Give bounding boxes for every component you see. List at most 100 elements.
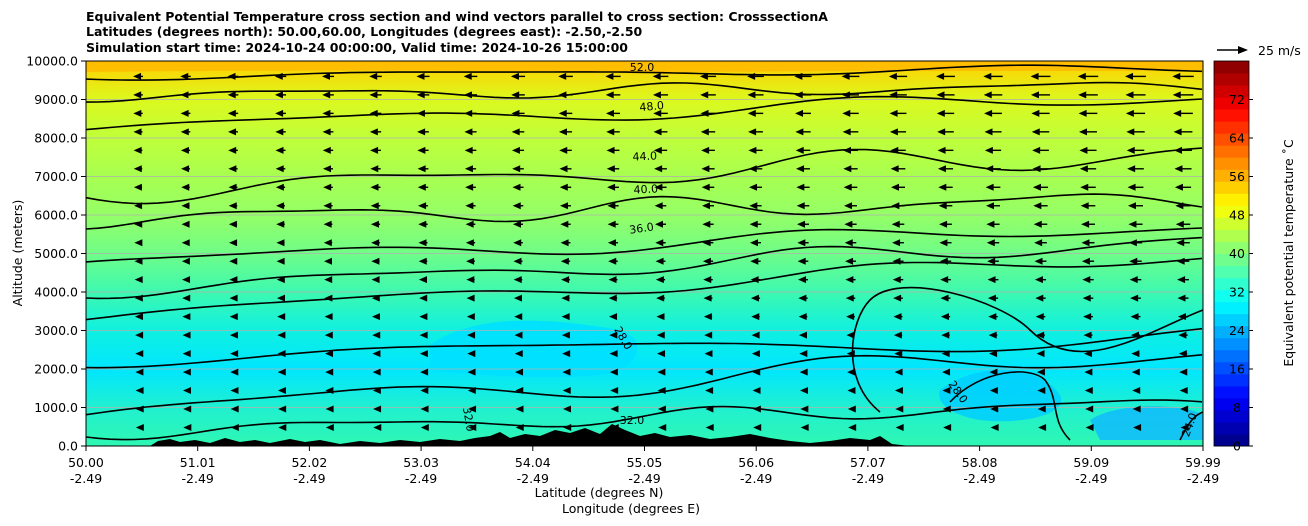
wind-vector-head	[560, 202, 569, 210]
wind-vector-head	[370, 146, 379, 154]
contour-label: 56.0	[1202, 54, 1227, 67]
colorbar-segment	[1214, 97, 1249, 110]
wind-vector-head	[417, 128, 426, 136]
wind-vector-head	[322, 109, 331, 117]
wind-vector-head	[229, 294, 238, 302]
wind-vector-head	[1175, 202, 1184, 210]
wind-vector-head	[369, 91, 378, 99]
wind-vector-head	[844, 202, 853, 210]
wind-vector-head	[133, 91, 142, 99]
colorbar-segment	[1214, 301, 1249, 315]
colorbar-segment	[1214, 433, 1249, 447]
y-tick-label: 6000.0	[34, 208, 78, 223]
wind-vector-head	[464, 109, 473, 117]
wind-vector-head	[1180, 405, 1189, 413]
contour-line	[86, 95, 1203, 131]
wind-vector-head	[1128, 220, 1137, 228]
wind-vector-head	[655, 239, 664, 247]
wind-vector-head	[1180, 424, 1189, 432]
wind-vector-head	[277, 350, 286, 358]
wind-vector-head	[323, 220, 332, 228]
wind-vector-head	[133, 72, 142, 80]
x-axis-label-latitude: Latitude (degrees N)	[535, 485, 664, 500]
wind-vector-head	[274, 91, 283, 99]
wind-vector-head	[847, 405, 856, 413]
wind-vector-head	[181, 183, 190, 191]
y-tick-label: 7000.0	[34, 169, 78, 184]
wind-vector-head	[657, 368, 666, 376]
wind-vector-head	[794, 72, 803, 80]
x-tick-label-lon: -2.49	[182, 471, 214, 486]
colorbar-segment	[1214, 337, 1249, 351]
wind-vector-head	[510, 72, 519, 80]
wind-vector-head	[607, 220, 616, 228]
wind-vector-head	[846, 331, 855, 339]
wind-vector-head	[752, 368, 761, 376]
wind-vector-head	[1130, 294, 1139, 302]
wind-vector-head	[135, 350, 144, 358]
colorbar-segment	[1214, 253, 1249, 267]
wind-vector-head	[465, 202, 474, 210]
wind-vector-head	[702, 220, 711, 228]
wind-vector-head	[892, 276, 901, 284]
wind-vector-head	[277, 387, 286, 395]
wind-vector-head	[513, 239, 522, 247]
wind-vector-head	[655, 257, 664, 265]
contour-line	[86, 64, 1203, 81]
colorbar-segment	[1214, 205, 1249, 218]
wind-vector-head	[275, 128, 284, 136]
contour-label: 32.0	[620, 414, 645, 427]
wind-vector-head	[984, 128, 993, 136]
wind-vector-head	[1036, 331, 1045, 339]
wind-vector-head	[845, 276, 854, 284]
wind-vector-head	[135, 405, 144, 413]
wind-vector-head	[704, 350, 713, 358]
x-tick-label-lon: -2.49	[293, 471, 325, 486]
wind-vector-head	[419, 313, 428, 321]
wind-vector-head	[842, 146, 851, 154]
wind-vector-head	[842, 128, 851, 136]
wind-vector-head	[1127, 165, 1136, 173]
wind-vector-head	[892, 257, 901, 265]
wind-vector-head	[418, 257, 427, 265]
wind-vector-head	[1177, 313, 1186, 321]
wind-vector-head	[463, 72, 472, 80]
wind-vector-head	[1125, 109, 1134, 117]
wind-vector-head	[936, 109, 945, 117]
wind-vector-head	[229, 276, 238, 284]
wind-vector-head	[275, 165, 284, 173]
wind-vector-head	[371, 276, 380, 284]
wind-vector-head	[653, 109, 662, 117]
wind-vector-head	[514, 368, 523, 376]
wind-vector-head	[369, 128, 378, 136]
x-tick-label-lat: 58.08	[962, 455, 998, 470]
wind-vector-head	[748, 146, 757, 154]
wind-vector-head	[986, 220, 995, 228]
wind-vector-head	[1174, 165, 1183, 173]
y-tick-label: 8000.0	[34, 131, 78, 146]
wind-vector-head	[749, 239, 758, 247]
wind-vector-head	[1175, 220, 1184, 228]
wind-vector-head	[610, 387, 619, 395]
wind-vector-head	[654, 220, 663, 228]
wind-vector-head	[795, 109, 804, 117]
wind-vector-head	[276, 294, 285, 302]
wind-vector-head	[512, 165, 521, 173]
quiver-key: 25 m/s	[1217, 43, 1301, 58]
wind-vector-head	[844, 220, 853, 228]
colorbar-segment	[1214, 229, 1249, 242]
wind-vector-head	[610, 405, 619, 413]
wind-vector-head	[418, 239, 427, 247]
wind-vector-head	[228, 128, 237, 136]
contour-line	[1179, 411, 1203, 441]
wind-vector-head	[701, 183, 710, 191]
wind-vector-head	[1084, 368, 1093, 376]
colorbar-tick-label: 8	[1233, 400, 1241, 415]
wind-vector-head	[1129, 276, 1138, 284]
wind-vector-head	[800, 405, 809, 413]
colorbar-tick-label: 16	[1229, 362, 1245, 377]
wind-vector-head	[559, 165, 568, 173]
wind-vector-head	[1173, 109, 1182, 117]
wind-vector-head	[416, 91, 425, 99]
wind-vector-head	[750, 276, 759, 284]
